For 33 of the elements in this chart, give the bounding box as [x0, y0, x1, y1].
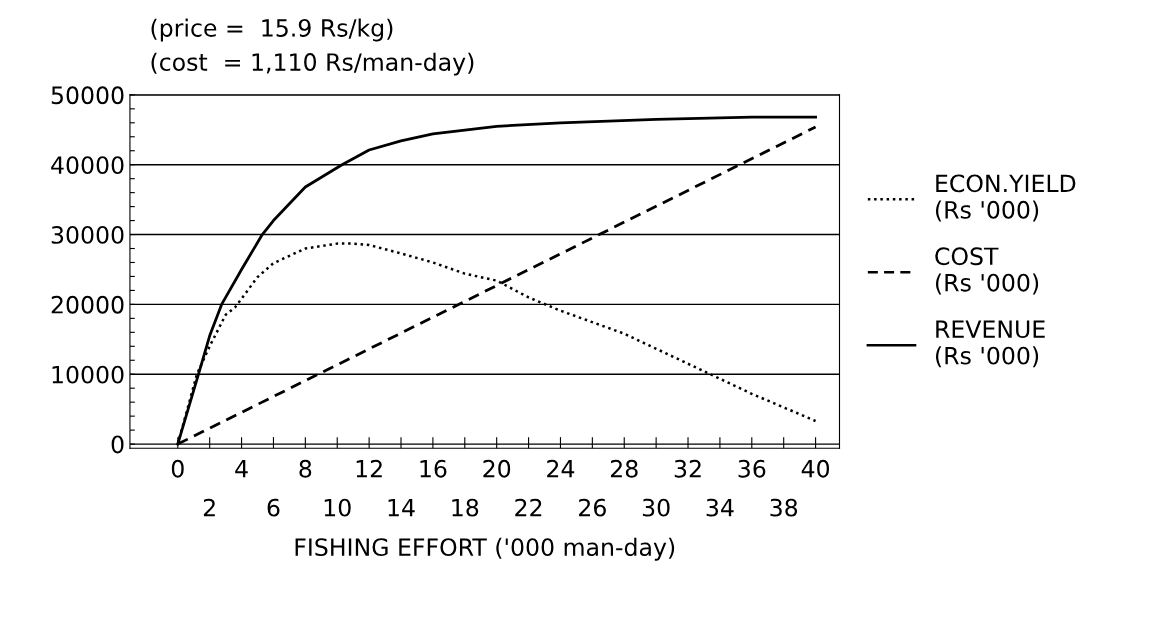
x2-tick-label: 30 — [642, 498, 670, 517]
x-tick-label: 0 — [171, 459, 184, 478]
x2-tick-label: 22 — [515, 498, 542, 517]
x2-tick-label: 18 — [452, 498, 479, 517]
chart-title: (price = 15.9 Rs/kg) — [151, 18, 393, 42]
x-tick-label: 20 — [483, 459, 511, 478]
x-tick-label: 16 — [420, 459, 447, 478]
x-tick-label: 12 — [356, 459, 382, 478]
legend-label: COST (Rs '000) — [935, 247, 1039, 295]
y-tick-label: 10000 — [52, 365, 124, 384]
y-tick-label: 20000 — [51, 295, 124, 314]
x-tick-label: 32 — [674, 459, 701, 478]
x2-tick-label: 6 — [267, 498, 280, 517]
x2-tick-label: 34 — [706, 498, 734, 517]
y-tick-label: 40000 — [51, 156, 124, 175]
x2-tick-label: 26 — [579, 498, 606, 517]
x-axis-title: FISHING EFFORT ('000 man-day) — [295, 537, 675, 561]
x2-tick-label: 38 — [770, 498, 798, 517]
x-tick-label: 28 — [610, 459, 638, 478]
y-tick-label: 0 — [111, 435, 124, 454]
x2-tick-label: 2 — [203, 498, 215, 517]
x-tick-label: 24 — [547, 459, 575, 478]
x-tick-label: 4 — [235, 460, 248, 478]
legend-label: ECON.YIELD (Rs '000) — [935, 174, 1076, 222]
y-tick-label: 50000 — [51, 86, 124, 105]
chart-subtitle: (cost = 1,110 Rs/man-day) — [151, 52, 474, 76]
x-tick-label: 36 — [738, 459, 766, 478]
x2-tick-label: 14 — [388, 498, 415, 517]
x-tick-label: 8 — [299, 459, 312, 478]
x-tick-label: 40 — [801, 459, 830, 478]
x2-tick-label: 10 — [324, 498, 351, 517]
legend-label: REVENUE (Rs '000) — [935, 320, 1045, 368]
y-tick-label: 30000 — [51, 225, 124, 244]
